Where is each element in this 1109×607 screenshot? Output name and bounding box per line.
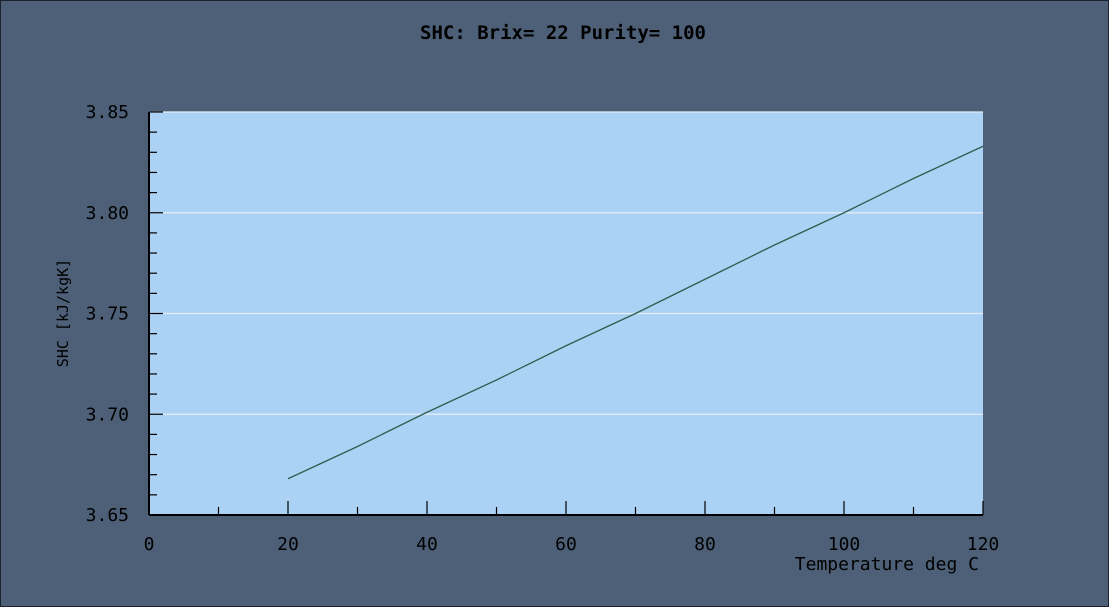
- y-tick-label: 3.80: [86, 203, 129, 224]
- x-axis: 0 20 40 60 80 100 120: [144, 501, 1000, 555]
- x-tick-label: 120: [967, 534, 1000, 555]
- y-tick-label: 3.65: [86, 505, 129, 526]
- y-axis: 3.65 3.70 3.75 3.80 3.85: [86, 102, 163, 526]
- x-tick-label: 0: [144, 534, 155, 555]
- y-tick-label: 3.75: [86, 304, 129, 325]
- y-tick-label: 3.85: [86, 102, 129, 123]
- x-tick-label: 60: [555, 534, 577, 555]
- x-tick-label: 20: [277, 534, 299, 555]
- chart-title: SHC: Brix= 22 Purity= 100: [420, 22, 706, 44]
- series-layer: [287, 145, 984, 480]
- x-axis-label: Temperature deg C: [795, 554, 979, 575]
- series-line: [287, 145, 984, 480]
- x-tick-label: 80: [694, 534, 716, 555]
- y-axis-label: SHC [kJ/kgK]: [54, 259, 72, 367]
- y-tick-label: 3.70: [86, 404, 129, 425]
- x-tick-label: 100: [828, 534, 861, 555]
- x-tick-label: 40: [416, 534, 438, 555]
